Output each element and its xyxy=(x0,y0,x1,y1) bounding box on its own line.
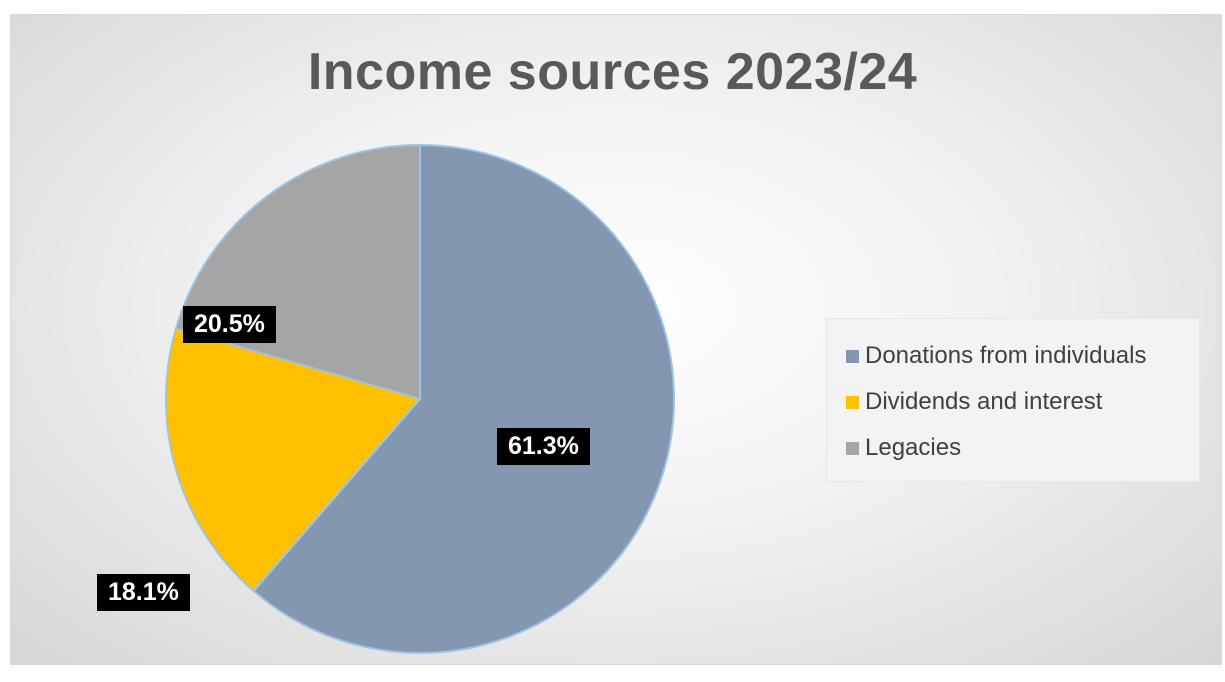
slice-donations xyxy=(252,143,675,654)
legend-swatch xyxy=(846,441,859,455)
data-label-legacies: 20.5% xyxy=(183,306,276,343)
slice-dividends xyxy=(165,327,422,593)
chart-title: Income sources 2023/24 xyxy=(307,43,918,101)
legend-item-legacies: Legacies xyxy=(827,425,1199,471)
data-label-dividends: 18.1% xyxy=(97,574,190,611)
legend-item-donations: Donations from individuals xyxy=(827,333,1199,379)
legend-label: Legacies xyxy=(865,434,962,461)
legend-swatch xyxy=(846,395,859,409)
legend-swatch xyxy=(846,349,859,363)
legend: Donations from individuals Dividends and… xyxy=(826,318,1200,482)
legend-label: Dividends and interest xyxy=(865,388,1103,415)
legend-label: Donations from individuals xyxy=(865,342,1147,369)
data-label-donations: 61.3% xyxy=(497,428,590,465)
legend-item-dividends: Dividends and interest xyxy=(827,379,1199,425)
